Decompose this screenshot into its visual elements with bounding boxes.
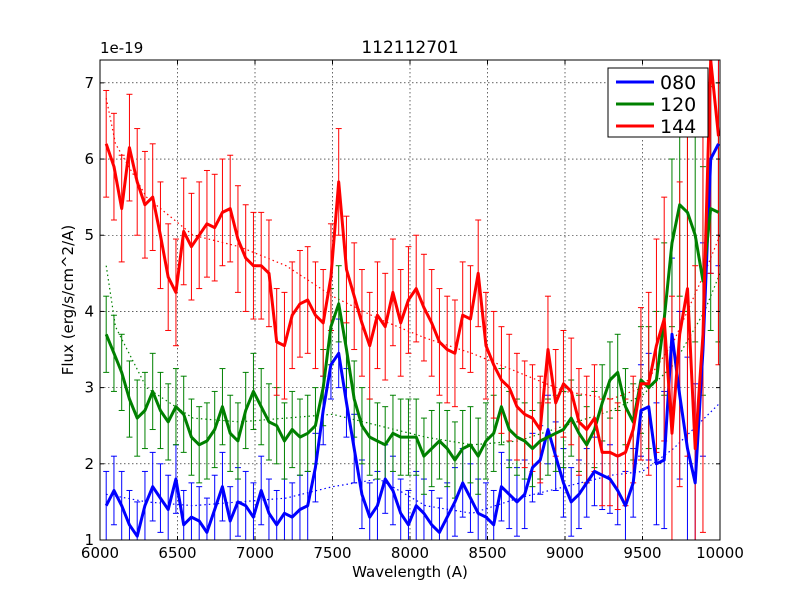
series-line-144	[104, 60, 720, 458]
series-line-080	[104, 143, 720, 538]
x-tick-label: 10000	[696, 544, 744, 562]
chart-title: 112112701	[361, 38, 458, 58]
x-tick-label: 8500	[468, 544, 506, 562]
continuum-line	[106, 402, 720, 514]
series-line-120	[104, 203, 720, 462]
y-exponent-label: 1e-19	[100, 39, 143, 57]
x-tick-label: 7500	[313, 544, 351, 562]
y-tick-label: 5	[84, 226, 94, 244]
legend-label-120: 120	[660, 94, 696, 116]
y-tick-label: 2	[84, 455, 94, 473]
y-tick-label: 6	[84, 150, 94, 168]
y-tick-label: 7	[84, 74, 94, 92]
series-lines	[104, 60, 720, 538]
x-tick-label: 9500	[623, 544, 661, 562]
y-axis-label: Flux (erg/s/cm^2/A)	[59, 225, 77, 376]
axis-ticks: 6000 6500 7000 7500 8000 8500 9000 9500 10000 1 2 3…	[81, 60, 744, 562]
y-tick-label: 1	[84, 531, 94, 549]
legend-label-080: 080	[660, 72, 696, 94]
x-axis-label: Wavelength (A)	[352, 563, 468, 581]
y-tick-label: 3	[84, 379, 94, 397]
x-tick-label: 7000	[236, 544, 274, 562]
x-tick-label: 6000	[81, 544, 119, 562]
x-tick-label: 6500	[158, 544, 196, 562]
legend-label-144: 144	[660, 116, 696, 138]
x-tick-label: 8000	[391, 544, 429, 562]
continuum-line	[105, 97, 720, 400]
y-tick-label: 4	[84, 302, 94, 320]
x-tick-label: 9000	[546, 544, 584, 562]
